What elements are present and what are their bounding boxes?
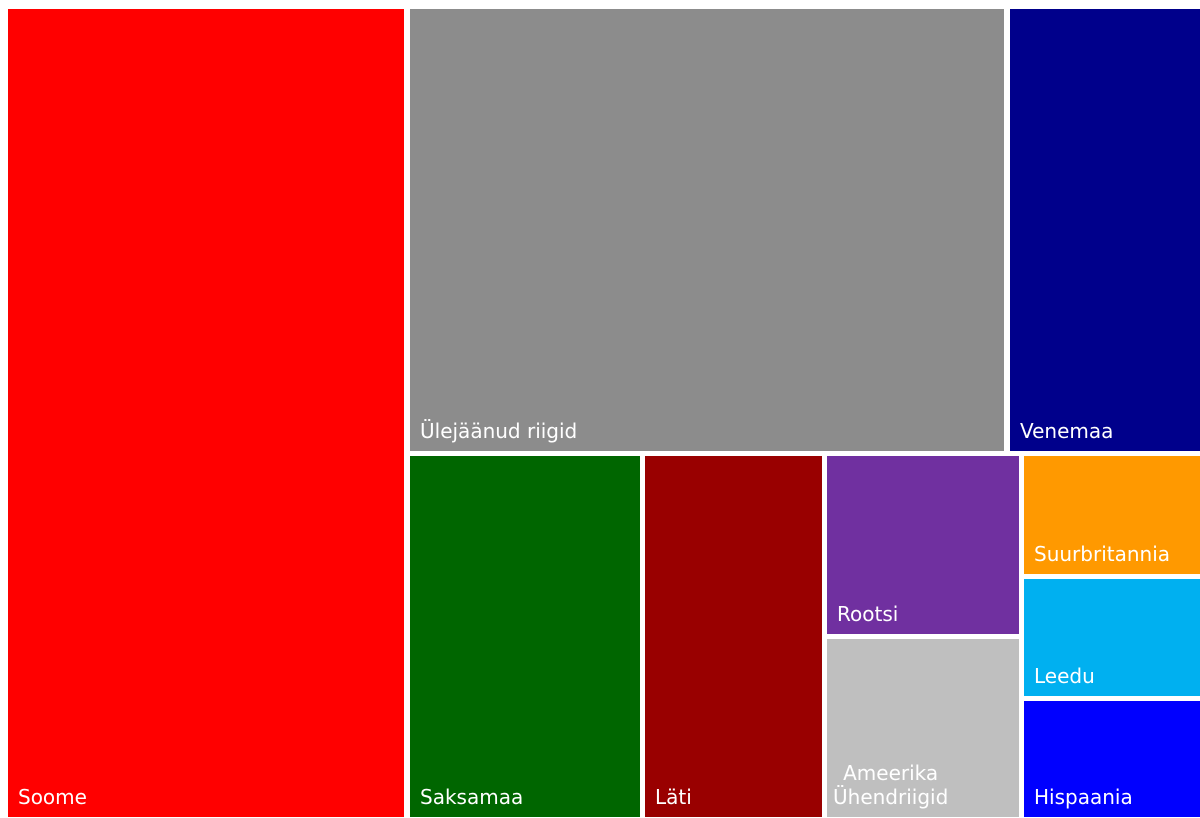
tile-label-ameerika-uhendriigid: Ameerika Ühendriigid xyxy=(833,761,949,809)
tile-label-leedu: Leedu xyxy=(1034,664,1095,688)
tile-label-soome: Soome xyxy=(18,785,87,809)
tile-label-rootsi: Rootsi xyxy=(837,602,899,626)
tile-rootsi: Rootsi xyxy=(827,456,1019,634)
tile-label-hispaania: Hispaania xyxy=(1034,785,1133,809)
tile-label-venemaa: Venemaa xyxy=(1020,419,1114,443)
tile-soome: Soome xyxy=(8,9,404,817)
tile-leedu: Leedu xyxy=(1024,579,1200,696)
tile-label-suurbritannia: Suurbritannia xyxy=(1034,542,1171,566)
tile-ameerika-uhendriigid: Ameerika Ühendriigid xyxy=(827,639,1019,817)
tile-saksamaa: Saksamaa xyxy=(410,456,640,817)
tile-ulejaanud-riigid: Ülejäänud riigid xyxy=(410,9,1004,451)
tile-hispaania: Hispaania xyxy=(1024,701,1200,817)
tile-venemaa: Venemaa xyxy=(1010,9,1200,451)
tile-label-saksamaa: Saksamaa xyxy=(420,785,524,809)
tile-label-ulejaanud-riigid: Ülejäänud riigid xyxy=(420,419,578,443)
tile-lati: Läti xyxy=(645,456,822,817)
tile-suurbritannia: Suurbritannia xyxy=(1024,456,1200,574)
tile-label-lati: Läti xyxy=(655,785,692,809)
